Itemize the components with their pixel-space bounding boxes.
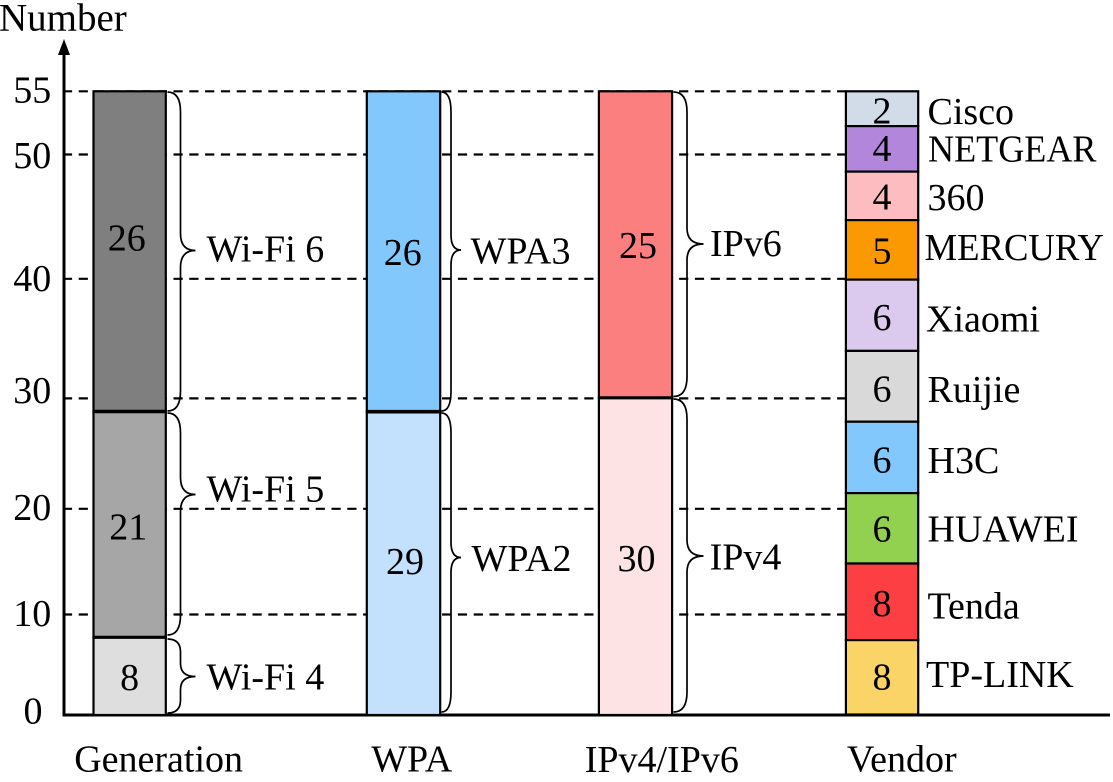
svg-text:IPv4/IPv6: IPv4/IPv6 bbox=[585, 739, 739, 781]
svg-text:Cisco: Cisco bbox=[928, 91, 1015, 133]
svg-text:26: 26 bbox=[108, 218, 146, 260]
svg-text:HUAWEI: HUAWEI bbox=[928, 509, 1079, 551]
svg-text:Vendor: Vendor bbox=[847, 738, 957, 780]
svg-text:50: 50 bbox=[13, 135, 51, 177]
svg-text:Number: Number bbox=[0, 0, 127, 40]
svg-text:25: 25 bbox=[619, 225, 657, 267]
svg-text:4: 4 bbox=[873, 128, 892, 170]
svg-text:Wi-Fi 6: Wi-Fi 6 bbox=[207, 229, 325, 271]
svg-text:6: 6 bbox=[873, 297, 892, 339]
svg-text:Ruijie: Ruijie bbox=[928, 369, 1021, 411]
svg-text:Wi-Fi 4: Wi-Fi 4 bbox=[207, 657, 325, 699]
svg-text:26: 26 bbox=[384, 232, 422, 274]
svg-text:6: 6 bbox=[873, 440, 892, 482]
svg-text:Tenda: Tenda bbox=[928, 586, 1020, 628]
svg-text:8: 8 bbox=[873, 656, 892, 698]
svg-text:Wi-Fi 5: Wi-Fi 5 bbox=[207, 469, 325, 511]
svg-text:WPA: WPA bbox=[371, 739, 453, 781]
svg-text:6: 6 bbox=[873, 509, 892, 551]
svg-text:5: 5 bbox=[873, 231, 892, 273]
svg-text:0: 0 bbox=[24, 691, 43, 733]
svg-text:H3C: H3C bbox=[928, 440, 1000, 482]
svg-text:10: 10 bbox=[13, 593, 51, 635]
svg-text:WPA3: WPA3 bbox=[471, 230, 571, 272]
svg-text:21: 21 bbox=[109, 507, 147, 549]
svg-text:NETGEAR: NETGEAR bbox=[928, 129, 1097, 171]
svg-text:30: 30 bbox=[618, 538, 656, 580]
svg-text:WPA2: WPA2 bbox=[472, 538, 572, 580]
svg-text:8: 8 bbox=[120, 657, 139, 699]
svg-text:4: 4 bbox=[873, 176, 892, 218]
svg-text:MERCURY: MERCURY bbox=[925, 227, 1104, 269]
svg-text:Xiaomi: Xiaomi bbox=[926, 299, 1040, 341]
svg-text:Generation: Generation bbox=[74, 739, 243, 781]
svg-text:IPv4: IPv4 bbox=[710, 536, 782, 578]
svg-text:6: 6 bbox=[873, 369, 892, 411]
svg-text:55: 55 bbox=[13, 69, 51, 111]
svg-text:8: 8 bbox=[873, 583, 892, 625]
svg-text:360: 360 bbox=[928, 177, 985, 219]
svg-text:20: 20 bbox=[13, 487, 51, 529]
svg-text:29: 29 bbox=[386, 541, 424, 583]
svg-text:40: 40 bbox=[13, 258, 51, 300]
svg-text:2: 2 bbox=[873, 91, 892, 133]
svg-text:TP-LINK: TP-LINK bbox=[926, 654, 1074, 696]
svg-text:IPv6: IPv6 bbox=[710, 223, 782, 265]
svg-text:30: 30 bbox=[13, 370, 51, 412]
